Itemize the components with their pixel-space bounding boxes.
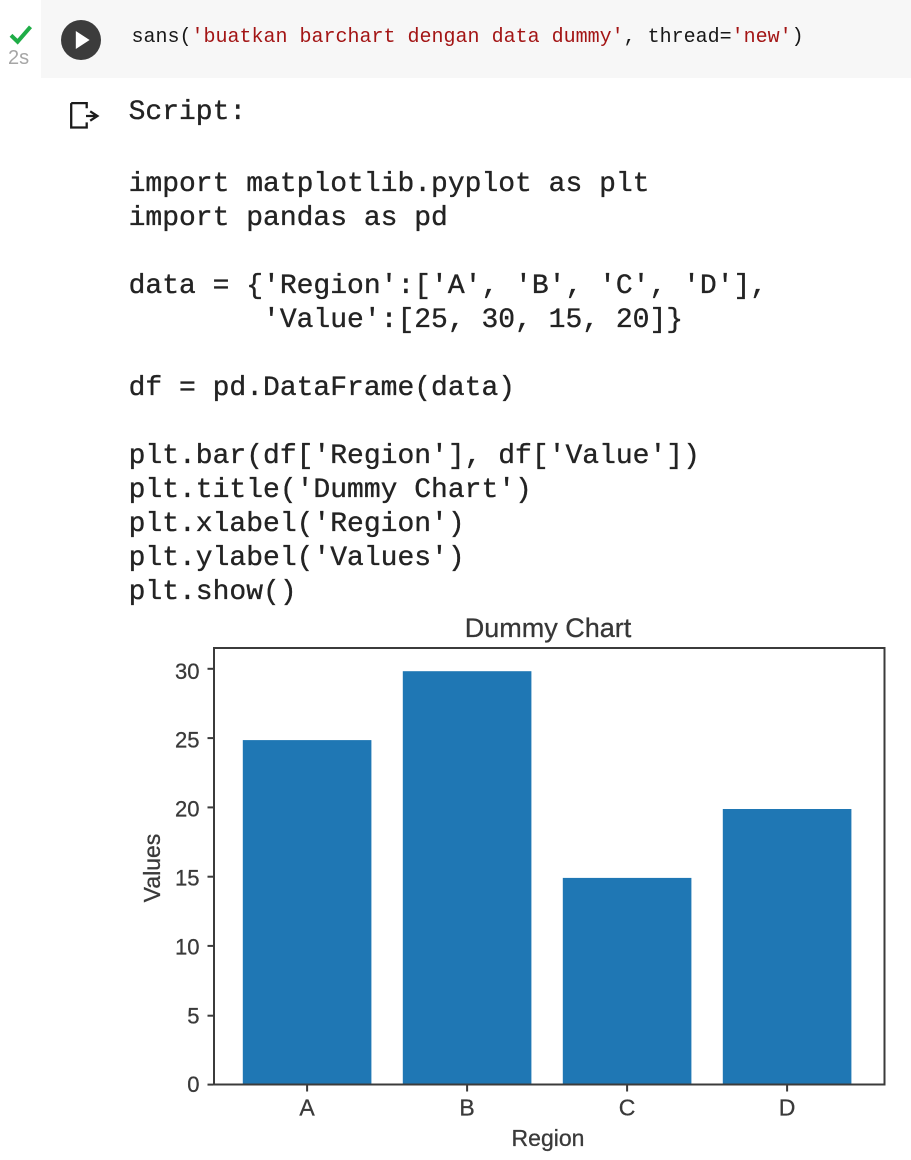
- svg-text:30: 30: [175, 659, 199, 684]
- svg-text:25: 25: [175, 728, 199, 753]
- svg-text:10: 10: [175, 934, 199, 959]
- svg-text:5: 5: [187, 1003, 199, 1028]
- svg-text:Region: Region: [512, 1125, 585, 1151]
- svg-text:A: A: [299, 1095, 315, 1121]
- svg-text:Dummy Chart: Dummy Chart: [465, 613, 632, 643]
- svg-text:D: D: [779, 1095, 796, 1121]
- svg-text:B: B: [459, 1095, 474, 1121]
- svg-text:C: C: [619, 1095, 636, 1121]
- svg-text:Values: Values: [139, 834, 165, 903]
- svg-text:20: 20: [175, 797, 199, 822]
- svg-text:0: 0: [187, 1072, 199, 1097]
- svg-text:15: 15: [175, 866, 199, 891]
